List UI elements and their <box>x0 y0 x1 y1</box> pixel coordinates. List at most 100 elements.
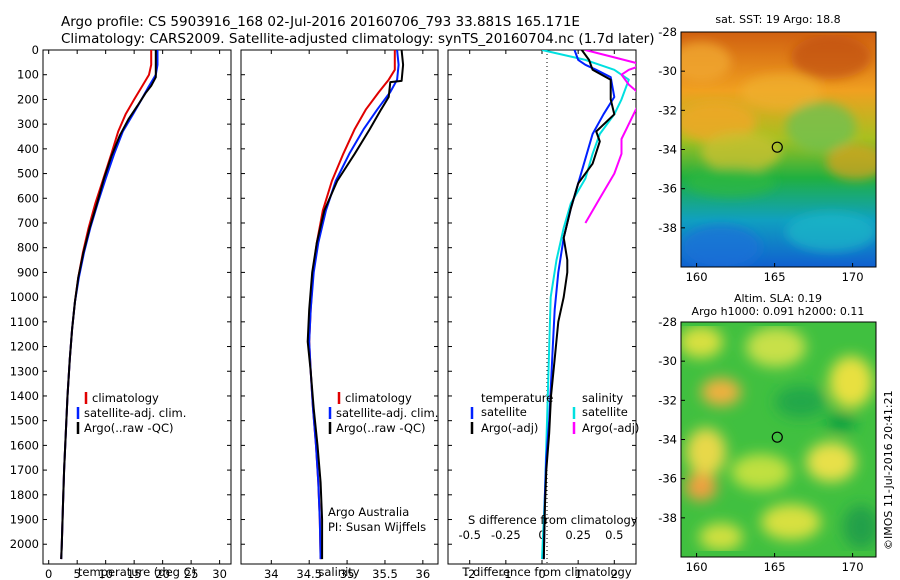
map-x-tick-label: 165 <box>764 270 786 284</box>
x-tick-label: 36 <box>416 567 431 580</box>
difference-axes <box>447 49 637 565</box>
legend-label-s-satellite: satellite <box>582 405 628 419</box>
map-x-tick-label: 170 <box>842 560 864 574</box>
y-tick-label: 700 <box>17 216 39 230</box>
temperature-legend: climatology satellite-adj. clim. Argo(..… <box>76 391 186 435</box>
y-tick-label: 1200 <box>10 340 39 354</box>
y-tick-label: 1600 <box>10 438 39 452</box>
y-tick-label: 1100 <box>10 315 39 329</box>
x-tick-label: 34.5 <box>296 567 322 580</box>
y-tick-label: 500 <box>17 167 39 181</box>
y-tick-label: 1300 <box>10 364 39 378</box>
map-y-tick-label: -38 <box>658 221 677 235</box>
top-tick-label: 0 <box>538 528 545 542</box>
map-y-tick-label: -34 <box>658 143 677 157</box>
map-y-tick-label: -32 <box>658 103 677 117</box>
salinity-ticks: 34 34.5 35 35.5 36 <box>241 49 438 580</box>
series-line-salinity-argo-adj- <box>584 50 636 224</box>
x-tick-label: 1 <box>574 567 581 580</box>
map-y-tick-label: -30 <box>658 354 677 368</box>
y-tick-label: 2000 <box>10 537 39 551</box>
difference-series <box>541 50 636 560</box>
imos-credit: ©IMOS 11-Jul-2016 20:41:21 <box>882 390 895 550</box>
x-tick-label: 5 <box>74 567 81 580</box>
legend-label-argo: Argo(..raw -QC) <box>84 421 174 435</box>
y-tick-label: 200 <box>17 92 39 106</box>
x-tick-label: -2 <box>464 567 475 580</box>
legend-label-climatology: climatology <box>92 391 159 405</box>
header-line-1: Argo profile: CS 5903916_168 02-Jul-2016… <box>61 14 580 30</box>
y-tick-label: 1800 <box>10 488 39 502</box>
x-tick-label: 20 <box>155 567 170 580</box>
salinity-axes <box>240 49 439 565</box>
top-tick-label: 0.25 <box>565 528 591 542</box>
map-y-tick-label: -32 <box>658 393 677 407</box>
top-tick-label: -0.25 <box>491 528 521 542</box>
legend-label-satellite: satellite-adj. clim. <box>336 406 438 420</box>
series-line-argo-raw-qc- <box>60 50 157 560</box>
legend-title-temperature: temperature <box>481 391 553 405</box>
x-tick-label: 30 <box>212 567 227 580</box>
argo-location-marker <box>771 141 783 153</box>
y-tick-label: 100 <box>17 68 39 82</box>
top-tick-label: 0.5 <box>605 528 623 542</box>
series-line-climatology <box>308 50 396 560</box>
y-tick-label: 1000 <box>10 290 39 304</box>
y-tick-label: 300 <box>17 117 39 131</box>
sst-map-title: sat. SST: 19 Argo: 18.8 <box>715 13 840 26</box>
legend-label-argo: Argo(..raw -QC) <box>336 421 426 435</box>
argo-location-marker <box>771 431 783 443</box>
sst-map: 160 165 170 -28 -30 -32 -34 -36 -38 <box>658 25 877 284</box>
map-y-tick-label: -38 <box>658 511 677 525</box>
series-line-temperature-argo-adj- <box>542 50 616 560</box>
map-x-tick-label: 160 <box>686 560 708 574</box>
map-y-tick-label: -30 <box>658 64 677 78</box>
x-tick-label: 0 <box>538 567 545 580</box>
legend-label-s-argo: Argo(-adj) <box>582 421 639 435</box>
map-x-tick-label: 170 <box>842 270 864 284</box>
y-tick-label: 400 <box>17 142 39 156</box>
map-y-tick-label: -28 <box>658 315 677 329</box>
series-line-argo-raw-qc- <box>306 50 405 560</box>
legend-label-climatology: climatology <box>345 391 412 405</box>
map-y-tick-label: -36 <box>658 472 677 486</box>
sla-map: 160 165 170 -28 -30 -32 -34 -36 -38 <box>658 315 877 574</box>
x-tick-label: 25 <box>184 567 199 580</box>
temperature-series <box>60 50 159 560</box>
sst-map-ticks: 160 165 170 -28 -30 -32 -34 -36 -38 <box>658 25 863 284</box>
x-tick-label: 15 <box>127 567 142 580</box>
series-line-satellite-adj-clim- <box>308 50 400 560</box>
x-tick-label: 10 <box>98 567 113 580</box>
difference-top-axis-label: S difference from climatology <box>468 513 638 527</box>
salinity-legend: climatology satellite-adj. clim. Argo(..… <box>328 391 438 435</box>
x-tick-label: 35.5 <box>372 567 398 580</box>
map-y-tick-label: -34 <box>658 433 677 447</box>
sla-map-subtitle: Argo h1000: 0.091 h2000: 0.11 <box>692 305 865 318</box>
temperature-x-label: temperature (deg C) <box>78 565 196 579</box>
salinity-series <box>306 50 405 560</box>
y-tick-label: 1700 <box>10 463 39 477</box>
legend-title-salinity: salinity <box>582 391 623 405</box>
credit-institution: Argo Australia <box>328 505 409 519</box>
sst-heatmap <box>681 32 876 267</box>
series-line-temperature-satellite <box>542 50 616 560</box>
difference-ticks: -2 -1 0 1 2 -0.5 -0.25 0 0.25 0.5 <box>448 49 636 580</box>
top-tick-label: -0.5 <box>458 528 480 542</box>
y-tick-label: 0 <box>32 43 39 57</box>
map-x-tick-label: 165 <box>764 560 786 574</box>
map-y-tick-label: -36 <box>658 182 677 196</box>
sla-heatmap <box>681 322 876 557</box>
legend-label-t-argo: Argo(-adj) <box>481 421 538 435</box>
x-tick-label: 35 <box>340 567 355 580</box>
sla-map-ticks: 160 165 170 -28 -30 -32 -34 -36 -38 <box>658 315 863 574</box>
legend-label-satellite: satellite-adj. clim. <box>84 406 186 420</box>
salinity-x-label: salinity <box>318 565 359 579</box>
x-tick-label: -1 <box>500 567 511 580</box>
series-line-salinity-satellite <box>541 50 630 560</box>
header-line-2: Climatology: CARS2009. Satellite-adjuste… <box>61 31 654 47</box>
difference-legend: temperature satellite Argo(-adj) salinit… <box>470 391 639 435</box>
y-tick-label: 1900 <box>10 513 39 527</box>
temperature-ticks: 0 5 10 15 20 25 300100200300400500600700800900… <box>10 43 231 580</box>
credit-pi: PI: Susan Wijffels <box>328 520 426 534</box>
